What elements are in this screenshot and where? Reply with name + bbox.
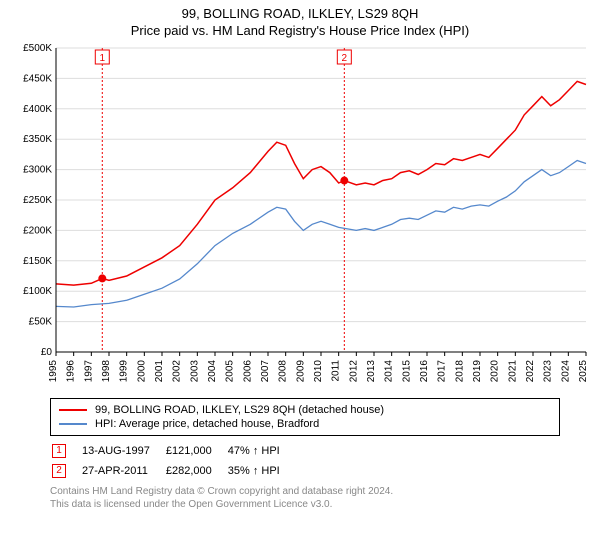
svg-text:2013: 2013 xyxy=(366,360,377,383)
svg-text:2008: 2008 xyxy=(278,360,289,383)
legend-swatch xyxy=(59,423,87,425)
svg-text:2016: 2016 xyxy=(419,360,430,383)
svg-text:1998: 1998 xyxy=(101,360,112,383)
svg-text:2001: 2001 xyxy=(154,360,165,383)
svg-text:£0: £0 xyxy=(41,347,53,358)
chart-subtitle: Price paid vs. HM Land Registry's House … xyxy=(0,21,600,42)
svg-text:2022: 2022 xyxy=(525,360,536,383)
svg-text:1: 1 xyxy=(100,53,106,64)
svg-text:£500K: £500K xyxy=(23,43,52,54)
marker-badge: 2 xyxy=(52,464,66,478)
chart-area: £0 £50K £100K £150K £200K £250K £300K £350K £400… xyxy=(10,42,590,392)
transaction-date: 13-AUG-1997 xyxy=(82,442,164,460)
svg-text:2002: 2002 xyxy=(172,360,183,383)
legend-label: HPI: Average price, detached house, Brad… xyxy=(95,418,319,430)
transaction-table: 1 13-AUG-1997 £121,000 47% ↑ HPI 2 27-AP… xyxy=(50,440,296,482)
svg-text:2004: 2004 xyxy=(207,360,218,383)
attribution-line: This data is licensed under the Open Gov… xyxy=(50,499,560,512)
svg-text:£200K: £200K xyxy=(23,225,52,236)
attribution-text: Contains HM Land Registry data © Crown c… xyxy=(50,486,560,511)
table-row: 2 27-APR-2011 £282,000 35% ↑ HPI xyxy=(52,462,294,480)
svg-text:£400K: £400K xyxy=(23,104,52,115)
svg-text:1999: 1999 xyxy=(119,360,130,383)
svg-text:£350K: £350K xyxy=(23,134,52,145)
svg-text:2020: 2020 xyxy=(490,360,501,383)
svg-text:2018: 2018 xyxy=(454,360,465,383)
legend-box: 99, BOLLING ROAD, ILKLEY, LS29 8QH (deta… xyxy=(50,398,560,436)
svg-text:2019: 2019 xyxy=(472,360,483,383)
legend-item: HPI: Average price, detached house, Brad… xyxy=(59,417,551,431)
marker-badge: 1 xyxy=(52,444,66,458)
svg-text:£150K: £150K xyxy=(23,256,52,267)
svg-text:£300K: £300K xyxy=(23,165,52,176)
svg-text:2021: 2021 xyxy=(507,360,518,383)
svg-text:2006: 2006 xyxy=(242,360,253,383)
transaction-date: 27-APR-2011 xyxy=(82,462,164,480)
legend-label: 99, BOLLING ROAD, ILKLEY, LS29 8QH (deta… xyxy=(95,404,384,416)
svg-text:1995: 1995 xyxy=(48,360,59,383)
chart-title: 99, BOLLING ROAD, ILKLEY, LS29 8QH xyxy=(0,0,600,21)
svg-text:£100K: £100K xyxy=(23,286,52,297)
svg-text:2012: 2012 xyxy=(348,360,359,383)
legend-swatch xyxy=(59,409,87,411)
svg-text:2003: 2003 xyxy=(189,360,200,383)
svg-text:2010: 2010 xyxy=(313,360,324,383)
transaction-price: £282,000 xyxy=(166,462,226,480)
svg-text:2: 2 xyxy=(342,53,348,64)
transaction-delta: 35% ↑ HPI xyxy=(228,462,294,480)
svg-text:2007: 2007 xyxy=(260,360,271,383)
attribution-line: Contains HM Land Registry data © Crown c… xyxy=(50,486,560,499)
table-row: 1 13-AUG-1997 £121,000 47% ↑ HPI xyxy=(52,442,294,460)
svg-text:£250K: £250K xyxy=(23,195,52,206)
transaction-delta: 47% ↑ HPI xyxy=(228,442,294,460)
svg-text:2024: 2024 xyxy=(560,360,571,383)
svg-text:£50K: £50K xyxy=(29,317,53,328)
svg-text:£450K: £450K xyxy=(23,73,52,84)
svg-text:2017: 2017 xyxy=(437,360,448,383)
svg-text:2009: 2009 xyxy=(295,360,306,383)
svg-text:2011: 2011 xyxy=(331,360,342,382)
svg-text:1996: 1996 xyxy=(66,360,77,383)
transaction-price: £121,000 xyxy=(166,442,226,460)
svg-text:2000: 2000 xyxy=(136,360,147,383)
svg-text:2015: 2015 xyxy=(401,360,412,383)
svg-text:2025: 2025 xyxy=(578,360,589,383)
svg-text:2023: 2023 xyxy=(543,360,554,383)
legend-item: 99, BOLLING ROAD, ILKLEY, LS29 8QH (deta… xyxy=(59,403,551,417)
line-chart-svg: £0 £50K £100K £150K £200K £250K £300K £350K £400… xyxy=(10,42,590,392)
svg-text:1997: 1997 xyxy=(83,360,94,383)
svg-text:2005: 2005 xyxy=(225,360,236,383)
svg-text:2014: 2014 xyxy=(384,360,395,383)
